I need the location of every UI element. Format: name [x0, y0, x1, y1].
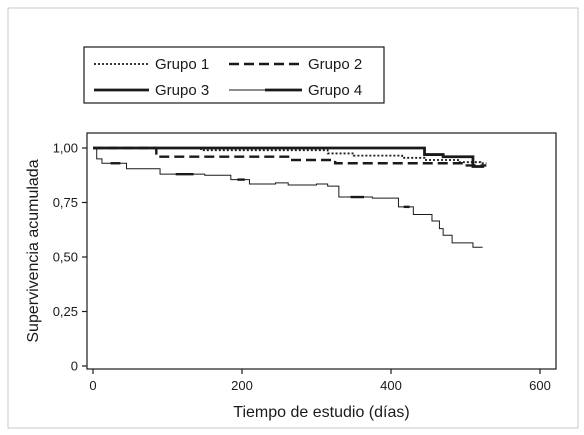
legend: Grupo 1 Grupo 2 Grupo 3 Grupo 4: [83, 46, 385, 104]
x-tick-label: 600: [529, 378, 551, 393]
y-tick-label: 0,75: [53, 195, 78, 210]
y-tick-label: 1,00: [53, 141, 78, 156]
series-line-grupo-1: [93, 147, 487, 165]
y-tick-label: 0: [71, 359, 78, 374]
series-line-grupo-4: [93, 147, 483, 248]
x-axis: 0 200 400 600: [89, 369, 551, 393]
x-tick-label: 0: [89, 378, 96, 393]
series-line-grupo-3: [93, 146, 485, 168]
legend-box: [83, 46, 385, 104]
x-tick-label: 200: [231, 378, 253, 393]
y-axis: 0 0,25 0,50 0,75 1,00: [53, 141, 87, 374]
y-axis-label: Supervivencia acumulada: [25, 159, 42, 342]
legend-label-grupo-3: Grupo 3: [155, 82, 209, 99]
legend-item-grupo-4: Grupo 4: [229, 82, 362, 99]
series-line-grupo-2: [93, 146, 487, 167]
legend-label-grupo-2: Grupo 2: [308, 56, 362, 73]
figure-border: [7, 7, 579, 429]
series-layer: [93, 146, 487, 248]
legend-item-grupo-2: Grupo 2: [229, 56, 362, 73]
y-tick-label: 0,25: [53, 304, 78, 319]
y-tick-label: 0,50: [53, 250, 78, 265]
legend-label-grupo-1: Grupo 1: [155, 56, 209, 73]
legend-item-grupo-1: Grupo 1: [94, 56, 209, 73]
x-axis-label: Tiempo de estudio (días): [233, 404, 409, 421]
x-tick-label: 400: [380, 378, 402, 393]
plot-area: [86, 132, 557, 370]
legend-item-grupo-3: Grupo 3: [94, 82, 209, 99]
legend-label-grupo-4: Grupo 4: [308, 82, 362, 99]
